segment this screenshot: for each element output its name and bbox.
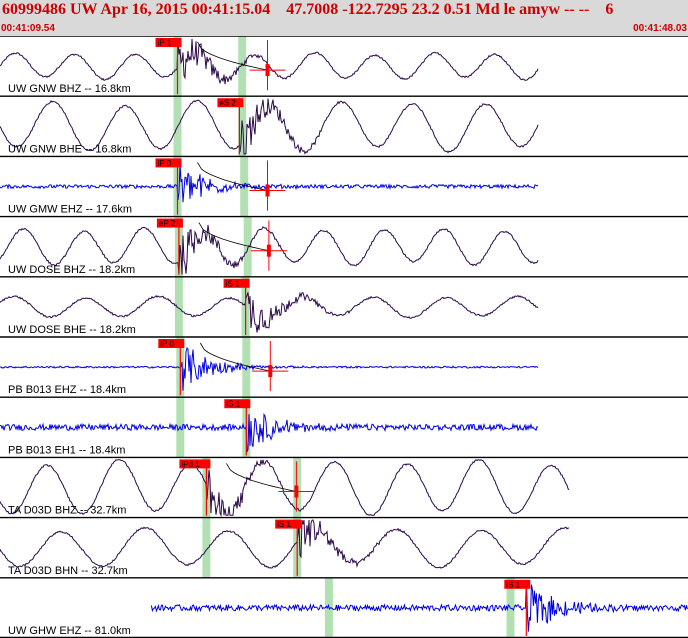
waveform-trace[interactable]: [0, 459, 570, 518]
waveform-trace[interactable]: [0, 98, 539, 155]
waveform-trace[interactable]: [0, 412, 539, 452]
station-label: UW DOSE BHZ -- 18.2km: [8, 264, 135, 276]
station-label: UW GNW BHE -- 16.8km: [8, 143, 131, 155]
pick-label: iPd 1: [181, 460, 200, 469]
waveform-trace[interactable]: [0, 38, 539, 85]
coda-marker-box[interactable]: [266, 244, 271, 257]
coda-duration-curve: [226, 463, 295, 492]
pick-label-box[interactable]: [217, 98, 244, 108]
coda-marker-box[interactable]: [265, 184, 270, 197]
pick-label: eP 2: [159, 219, 176, 228]
pick-label: iS 1: [226, 400, 240, 409]
pick-label-box[interactable]: [504, 579, 531, 589]
station-label: UW GNW BHZ -- 16.8km: [8, 83, 131, 95]
end-time-label: 00:41:48.03: [633, 23, 687, 34]
waveform-trace[interactable]: [0, 291, 539, 333]
pick-label: iP 0: [160, 340, 174, 349]
station-label: UW GMW EHZ -- 17.6km: [8, 204, 132, 216]
time-window-band: [243, 216, 252, 277]
station-label: TA D03D BHN -- 32.7km: [8, 565, 128, 577]
coda-marker-box[interactable]: [294, 485, 299, 498]
pick-label-box[interactable]: [156, 218, 183, 228]
pick-label-box[interactable]: [275, 519, 302, 529]
trace-panel[interactable]: iP 1 UW GNW BHZ -- 16.8km eS 2 UW GNW BHE -…: [0, 36, 688, 638]
coda-duration-curve: [199, 342, 269, 372]
coda-duration-curve: [197, 162, 266, 191]
pick-label-box[interactable]: [155, 158, 182, 168]
pick-label: iS 1: [506, 580, 520, 589]
waveform-trace[interactable]: [150, 580, 688, 632]
coda-marker-box[interactable]: [265, 64, 270, 77]
time-window-band: [238, 36, 247, 97]
pick-label-box[interactable]: [155, 38, 182, 47]
coda-duration-curve: [198, 222, 267, 251]
waveform-trace[interactable]: [0, 164, 539, 203]
pick-label: iS 1: [277, 520, 291, 529]
pick-label: iS 1: [226, 279, 240, 288]
station-label: UW GHW EHZ -- 81.0km: [8, 625, 131, 637]
pick-label: iP 0: [158, 159, 172, 168]
pick-label-box[interactable]: [158, 339, 185, 348]
waveform-trace[interactable]: [0, 519, 570, 569]
coda-duration-curve: [197, 41, 266, 71]
station-label: UW DOSE BHE -- 18.2km: [8, 324, 136, 336]
event-header: 60999486 UW Apr 16, 2015 00:41:15.04 47.…: [0, 0, 688, 36]
coda-marker-box[interactable]: [268, 365, 273, 378]
pick-label-box[interactable]: [224, 399, 251, 409]
station-label: TA D03D BHZ -- 32.7km: [8, 505, 126, 517]
time-window-band: [202, 517, 211, 578]
event-title: 60999486 UW Apr 16, 2015 00:41:15.04 47.…: [2, 1, 614, 18]
pick-label-box[interactable]: [179, 459, 211, 469]
time-window-band: [174, 276, 183, 337]
pick-label: iP 1: [158, 39, 172, 48]
station-label: PB B013 EHZ -- 18.4km: [8, 384, 126, 396]
station-label: PB B013 EH1 -- 18.4km: [8, 444, 125, 456]
pick-label-box[interactable]: [223, 278, 250, 288]
start-time-label: 00:41:09.54: [1, 23, 55, 34]
pick-label: eS 2: [219, 99, 236, 108]
